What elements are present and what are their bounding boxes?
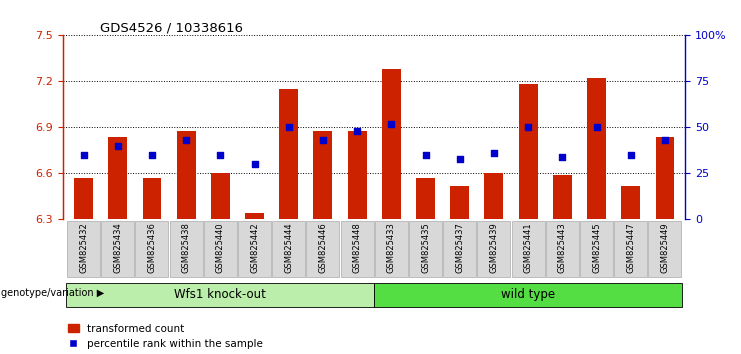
Text: GSM825444: GSM825444 <box>285 222 293 273</box>
Point <box>556 154 568 160</box>
Point <box>317 137 329 143</box>
Bar <box>279 89 298 219</box>
Point <box>625 152 637 158</box>
Text: GSM825442: GSM825442 <box>250 222 259 273</box>
FancyBboxPatch shape <box>614 221 647 277</box>
Bar <box>416 178 435 219</box>
Text: GSM825433: GSM825433 <box>387 222 396 273</box>
Text: GSM825432: GSM825432 <box>79 222 88 273</box>
Bar <box>587 78 606 219</box>
FancyBboxPatch shape <box>170 221 202 277</box>
Text: GSM825441: GSM825441 <box>524 222 533 273</box>
Text: GSM825449: GSM825449 <box>660 222 669 273</box>
FancyBboxPatch shape <box>204 221 236 277</box>
FancyBboxPatch shape <box>374 283 682 307</box>
Point <box>453 156 465 161</box>
Point <box>214 152 226 158</box>
FancyBboxPatch shape <box>341 221 373 277</box>
Point <box>385 121 397 127</box>
Point <box>248 161 260 167</box>
FancyBboxPatch shape <box>512 221 545 277</box>
Point <box>522 125 534 130</box>
Bar <box>108 137 127 219</box>
Text: GDS4526 / 10338616: GDS4526 / 10338616 <box>100 21 243 34</box>
Point <box>659 137 671 143</box>
FancyBboxPatch shape <box>375 221 408 277</box>
FancyBboxPatch shape <box>272 221 305 277</box>
Point <box>283 125 295 130</box>
Bar <box>313 131 332 219</box>
Text: GSM825435: GSM825435 <box>421 222 430 273</box>
Text: Wfs1 knock-out: Wfs1 knock-out <box>174 288 266 301</box>
FancyBboxPatch shape <box>580 221 613 277</box>
FancyBboxPatch shape <box>102 221 134 277</box>
Point <box>180 137 192 143</box>
Bar <box>519 85 537 219</box>
FancyBboxPatch shape <box>67 283 374 307</box>
Bar <box>621 186 640 219</box>
Text: GSM825447: GSM825447 <box>626 222 635 273</box>
Text: GSM825445: GSM825445 <box>592 222 601 273</box>
Text: GSM825448: GSM825448 <box>353 222 362 273</box>
Bar <box>656 137 674 219</box>
Legend: transformed count, percentile rank within the sample: transformed count, percentile rank withi… <box>68 324 263 349</box>
FancyBboxPatch shape <box>477 221 511 277</box>
Point <box>351 128 363 134</box>
Bar <box>176 131 196 219</box>
Bar <box>382 69 401 219</box>
FancyBboxPatch shape <box>136 221 168 277</box>
Point <box>419 152 431 158</box>
Text: GSM825437: GSM825437 <box>455 222 464 273</box>
FancyBboxPatch shape <box>307 221 339 277</box>
Text: GSM825438: GSM825438 <box>182 222 190 273</box>
Point <box>78 152 90 158</box>
FancyBboxPatch shape <box>648 221 681 277</box>
Point <box>112 143 124 149</box>
Text: genotype/variation ▶: genotype/variation ▶ <box>1 289 104 298</box>
Point <box>146 152 158 158</box>
Bar <box>451 186 469 219</box>
FancyBboxPatch shape <box>409 221 442 277</box>
Bar <box>142 178 162 219</box>
Bar <box>211 173 230 219</box>
FancyBboxPatch shape <box>546 221 579 277</box>
Bar <box>74 178 93 219</box>
FancyBboxPatch shape <box>67 221 100 277</box>
Point <box>591 125 602 130</box>
FancyBboxPatch shape <box>238 221 271 277</box>
Bar <box>553 175 572 219</box>
FancyBboxPatch shape <box>443 221 476 277</box>
Text: wild type: wild type <box>501 288 555 301</box>
Text: GSM825446: GSM825446 <box>319 222 328 273</box>
Bar <box>348 131 367 219</box>
Text: GSM825434: GSM825434 <box>113 222 122 273</box>
Text: GSM825440: GSM825440 <box>216 222 225 273</box>
Text: GSM825436: GSM825436 <box>147 222 156 273</box>
Text: GSM825439: GSM825439 <box>489 222 499 273</box>
Point <box>488 150 500 156</box>
Text: GSM825443: GSM825443 <box>558 222 567 273</box>
Bar <box>485 173 503 219</box>
Bar <box>245 213 264 219</box>
